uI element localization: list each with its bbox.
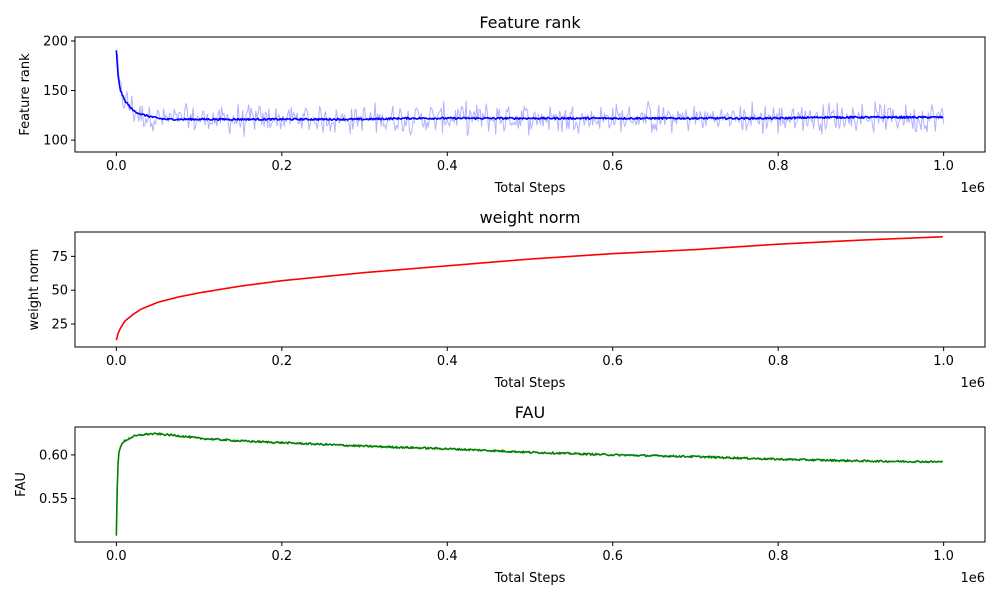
x-tick-label: 0.6 <box>602 354 623 369</box>
y-tick-label: 150 <box>43 84 68 99</box>
plot-area <box>115 432 944 536</box>
y-axis-label: weight norm <box>27 249 42 331</box>
x-axis-label: Total Steps <box>494 376 566 391</box>
x-axis-label: Total Steps <box>494 181 566 196</box>
x-tick-label: 0.0 <box>106 549 127 564</box>
x-tick-label: 0.4 <box>437 354 458 369</box>
x-tick-label: 0.2 <box>271 549 292 564</box>
y-tick-label: 0.60 <box>39 448 68 463</box>
x-tick-label: 0.0 <box>106 159 127 174</box>
x-axis-label: Total Steps <box>494 571 566 586</box>
y-tick-label: 0.55 <box>39 492 68 507</box>
x-offset-label: 1e6 <box>960 571 985 586</box>
x-offset-label: 1e6 <box>960 181 985 196</box>
plot-area <box>115 50 945 137</box>
series-line <box>115 432 944 536</box>
x-tick-label: 1.0 <box>933 159 954 174</box>
y-axis-label: Feature rank <box>18 53 33 136</box>
y-axis-label: FAU <box>14 472 29 497</box>
x-tick-label: 0.6 <box>602 159 623 174</box>
chart-title: FAU <box>515 403 545 422</box>
series-line <box>115 50 944 121</box>
y-tick-label: 50 <box>51 284 68 299</box>
panel-fau: FAU FAU Total Steps 1e6 0.0 0.2 0.4 0.6 0.8 1… <box>14 403 986 586</box>
axes-frame <box>74 426 986 543</box>
chart-title: Feature rank <box>479 13 581 32</box>
x-tick-label: 0.0 <box>106 354 127 369</box>
chart-title: weight norm <box>480 208 581 227</box>
axes-frame <box>74 36 986 153</box>
x-offset-label: 1e6 <box>960 376 985 391</box>
plot-area <box>115 235 943 341</box>
x-tick-label: 0.4 <box>437 159 458 174</box>
series-line <box>115 235 943 341</box>
panel-weight-norm: weight norm weight norm Total Steps 1e6 … <box>27 208 986 391</box>
x-tick-label: 0.4 <box>437 549 458 564</box>
panel-feature-rank: Feature rank Feature rank Total Steps 1e… <box>18 13 986 196</box>
x-tick-label: 0.8 <box>768 354 789 369</box>
y-tick-label: 25 <box>51 318 68 333</box>
axes-frame <box>74 231 986 348</box>
x-tick-label: 0.8 <box>768 549 789 564</box>
x-tick-label: 0.2 <box>271 354 292 369</box>
x-tick-label: 0.6 <box>602 549 623 564</box>
y-tick-label: 200 <box>43 34 68 49</box>
y-tick-label: 75 <box>51 250 68 265</box>
x-tick-label: 1.0 <box>933 354 954 369</box>
x-tick-label: 0.8 <box>768 159 789 174</box>
x-tick-label: 1.0 <box>933 549 954 564</box>
x-tick-label: 0.2 <box>271 159 292 174</box>
y-tick-label: 100 <box>43 134 68 149</box>
